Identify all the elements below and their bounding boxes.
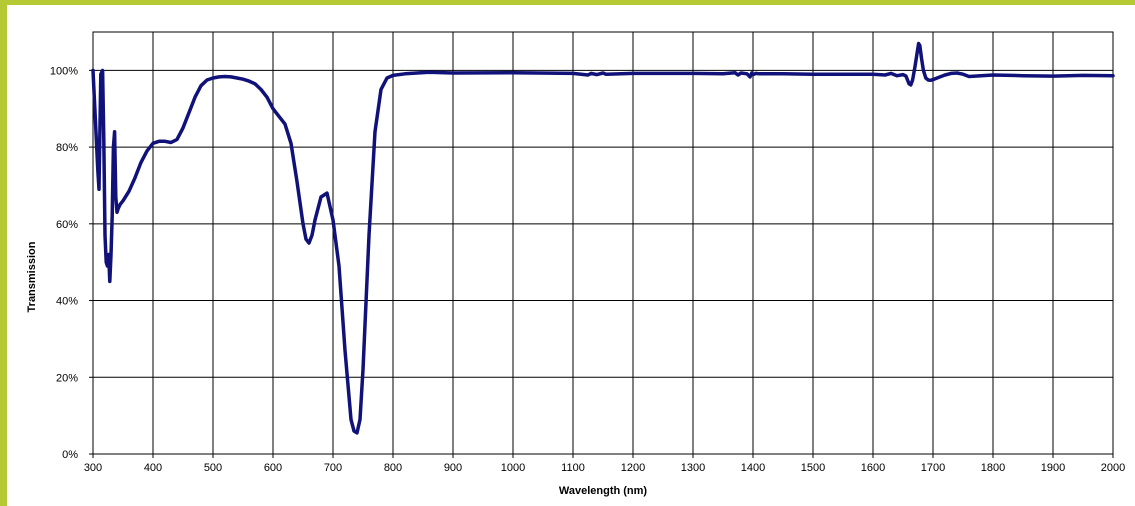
x-tick-label: 1000 [501,462,525,474]
x-tick-label: 1200 [621,462,645,474]
series-line-transmission [91,41,1115,435]
x-tick-label: 600 [264,462,282,474]
y-tick-label: 20% [56,372,78,384]
y-tick-labels: 0% 20% 40% 60% 80% 100% [50,65,78,461]
y-tick-label: 60% [56,219,78,231]
y-tick-label: 40% [56,296,78,308]
x-tick-label: 1700 [921,462,945,474]
x-tick-label: 1600 [861,462,885,474]
x-tick-label: 1100 [561,462,585,474]
x-tick-label: 700 [324,462,342,474]
y-axis-title: Transmission [26,241,38,312]
y-tick-label: 100% [50,65,78,77]
y-tick-label: 80% [56,142,78,154]
x-tick-label: 1400 [741,462,765,474]
x-tick-label: 1500 [801,462,825,474]
series-group [91,41,1115,435]
x-tick-label: 1900 [1041,462,1065,474]
x-tick-label: 1800 [981,462,1005,474]
x-tick-label: 900 [444,462,462,474]
grid-lines [93,32,1113,454]
x-tick-label: 500 [204,462,222,474]
x-tick-label: 2000 [1101,462,1125,474]
x-tick-label: 300 [84,462,102,474]
y-tick-label: 0% [62,449,78,461]
x-tick-label: 800 [384,462,402,474]
x-axis-title: Wavelength (nm) [559,485,648,497]
x-tick-label: 1300 [681,462,705,474]
x-tick-labels: 300 400 500 600 700 800 900 1000 1100 1200 1300 140… [84,462,1125,474]
plot-area-border [92,31,1114,455]
axis-ticks [89,69,1114,458]
x-tick-label: 400 [144,462,162,474]
